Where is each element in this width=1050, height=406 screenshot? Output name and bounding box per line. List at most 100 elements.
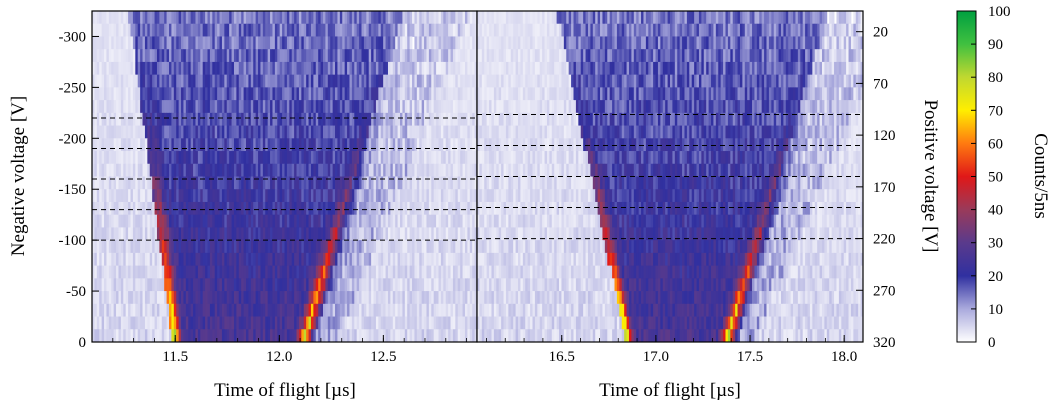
heatmap-cell: [310, 49, 314, 63]
heatmap-cell: [277, 189, 281, 203]
heatmap-cell: [128, 278, 131, 292]
heatmap-cell: [339, 265, 343, 279]
heatmap-cell: [464, 176, 468, 190]
heatmap-cell: [467, 201, 471, 216]
heatmap-cell: [443, 49, 447, 63]
heatmap-cell: [226, 214, 230, 228]
heatmap-cell: [390, 240, 394, 254]
heatmap-cell: [433, 87, 437, 101]
heatmap-cell: [768, 36, 772, 50]
heatmap-cell: [212, 163, 216, 177]
heatmap-cell: [140, 252, 143, 267]
heatmap-cell: [315, 74, 319, 88]
heatmap-cell: [120, 49, 124, 63]
heatmap-cell: [385, 23, 389, 37]
heatmap-cell: [217, 303, 220, 317]
heatmap-cell: [169, 316, 172, 330]
heatmap-cell: [294, 329, 297, 343]
heatmap-cell: [284, 265, 288, 279]
heatmap-cell: [749, 23, 753, 37]
heatmap-cell: [366, 125, 370, 139]
heatmap-cell: [385, 87, 389, 101]
heatmap-cell: [253, 252, 257, 267]
heatmap-cell: [190, 74, 194, 88]
heatmap-cell: [592, 36, 596, 50]
heatmap-cell: [231, 36, 235, 50]
heatmap-cell: [277, 316, 281, 330]
heatmap-cell: [301, 100, 305, 114]
heatmap-cell: [834, 61, 837, 76]
heatmap-cell: [267, 252, 271, 267]
heatmap-cell: [404, 240, 408, 254]
heatmap-cell: [452, 278, 456, 292]
heatmap-cell: [421, 252, 425, 267]
heatmap-cell: [361, 329, 365, 343]
heatmap-cell: [320, 125, 324, 139]
heatmap-cell: [858, 23, 861, 37]
heatmap-cell: [351, 125, 355, 139]
heatmap-cell: [318, 36, 321, 50]
heatmap-cell: [202, 291, 206, 305]
heatmap-cell: [267, 87, 271, 101]
heatmap-cell: [407, 303, 411, 317]
heatmap-cell: [525, 23, 529, 37]
heatmap-cell: [460, 278, 463, 292]
heatmap-cell: [457, 214, 461, 228]
heatmap-cell: [185, 329, 189, 343]
heatmap-cell: [371, 214, 374, 228]
heatmap-cell: [303, 252, 307, 267]
heatmap-cell: [209, 265, 213, 279]
heatmap-cell: [214, 23, 218, 37]
heatmap-cell: [335, 329, 338, 343]
heatmap-cell: [265, 291, 269, 305]
heatmap-cell: [761, 61, 765, 76]
heatmap-cell: [771, 36, 775, 50]
heatmap-cell: [351, 176, 355, 190]
heatmap-cell: [356, 36, 360, 50]
heatmap-cell: [190, 265, 194, 279]
heatmap-cell: [183, 36, 187, 50]
heatmap-cell: [409, 100, 413, 114]
heatmap-cell: [217, 138, 220, 152]
heatmap-cell: [807, 36, 811, 50]
heatmap-cell: [130, 291, 134, 305]
heatmap-cell: [392, 214, 396, 228]
heatmap-cell: [258, 49, 261, 63]
heatmap-cell: [125, 151, 129, 165]
heatmap-cell: [265, 87, 269, 101]
heatmap-cell: [657, 49, 661, 63]
heatmap-cell: [472, 138, 475, 152]
heatmap-cell: [443, 87, 447, 101]
heatmap-cell: [219, 201, 223, 216]
heatmap-cell: [546, 61, 550, 76]
heatmap-cell: [277, 74, 281, 88]
heatmap-cell: [534, 49, 538, 63]
heatmap-cell: [166, 303, 170, 317]
heatmap-cell: [219, 74, 223, 88]
heatmap-cell: [310, 36, 314, 50]
heatmap-cell: [262, 151, 266, 165]
heatmap-cell: [694, 36, 697, 50]
heatmap-cell: [200, 112, 204, 126]
heatmap-cell: [387, 252, 391, 267]
heatmap-cell: [173, 112, 177, 126]
heatmap-cell: [130, 61, 134, 76]
heatmap-cell: [452, 151, 456, 165]
heatmap-cell: [339, 36, 343, 50]
heatmap-cell: [282, 252, 285, 267]
heatmap-cell: [325, 240, 329, 254]
heatmap-cell: [301, 125, 305, 139]
heatmap-cell: [723, 49, 726, 63]
heatmap-cell: [118, 87, 122, 101]
heatmap-cell: [457, 240, 461, 254]
heatmap-cell: [284, 36, 288, 50]
heatmap-cell: [224, 201, 228, 216]
heatmap-cell: [448, 112, 451, 126]
heatmap-cell: [260, 163, 264, 177]
heatmap-cell: [221, 100, 225, 114]
heatmap-cell: [402, 49, 406, 63]
heatmap-cell: [450, 23, 454, 37]
heatmap-cell: [294, 176, 297, 190]
heatmap-cell: [224, 11, 228, 25]
